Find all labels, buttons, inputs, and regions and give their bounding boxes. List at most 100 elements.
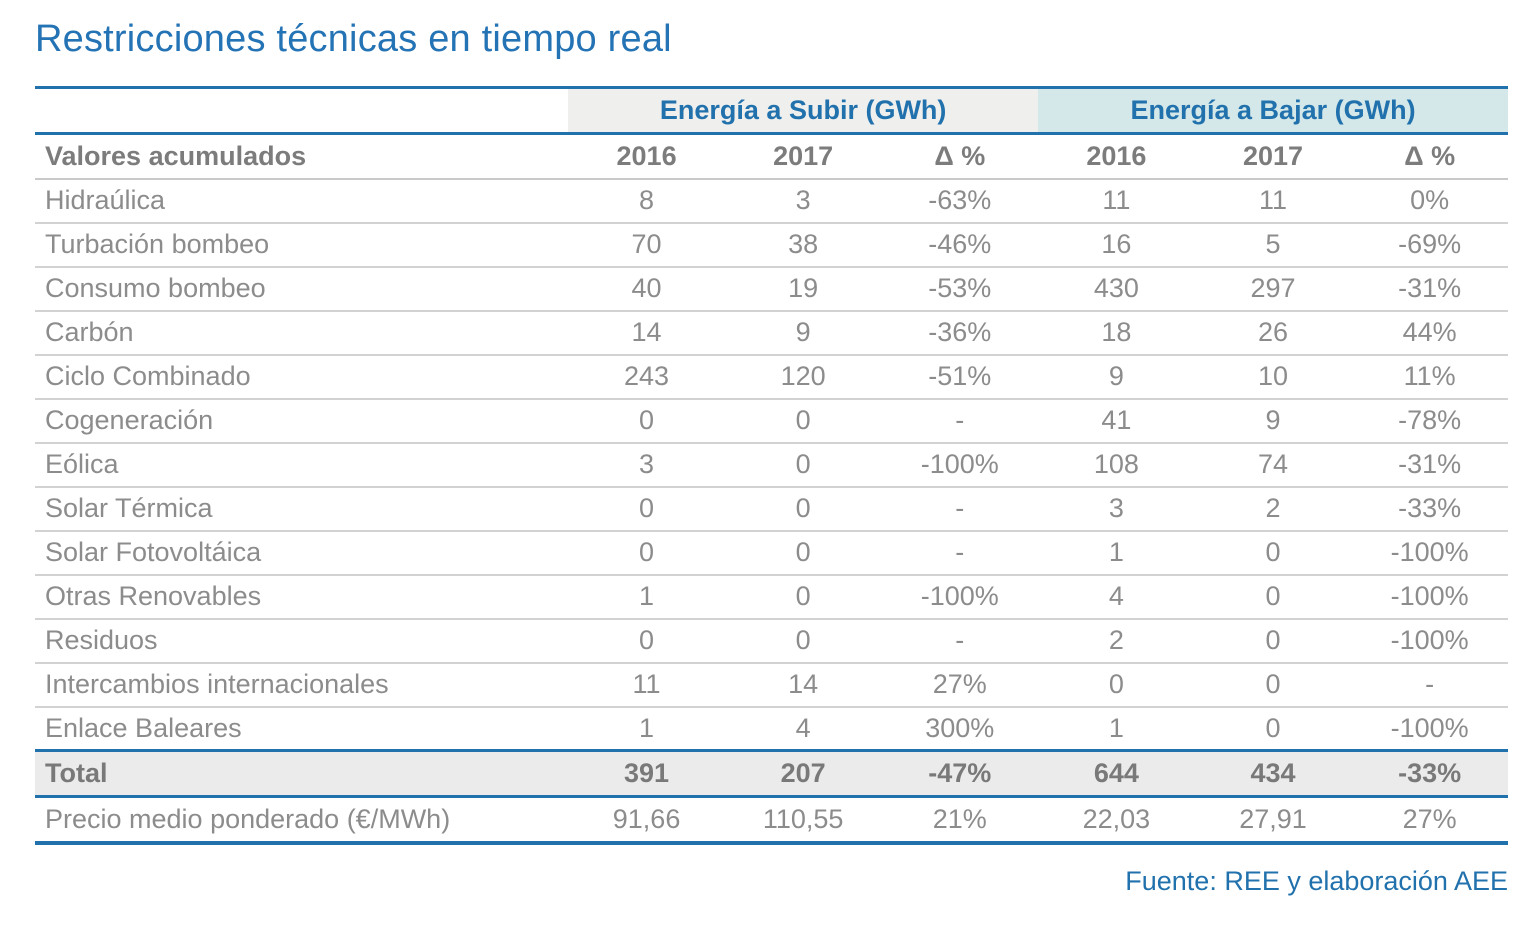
cell-value: -47% <box>881 749 1039 798</box>
table-header: Energía a Subir (GWh) Energía a Bajar (G… <box>35 87 1508 180</box>
cell-value: 0 <box>1194 574 1352 620</box>
cell-value: 3 <box>568 442 725 488</box>
column-header-subir-delta: Δ % <box>881 133 1039 180</box>
group-header-row: Energía a Subir (GWh) Energía a Bajar (G… <box>35 87 1508 135</box>
group-header-spacer <box>35 87 569 135</box>
row-label: Residuos <box>35 618 569 664</box>
table-row: Intercambios internacionales 11 14 27% 0 0- <box>35 662 1508 708</box>
cell-value: 4 <box>724 706 882 752</box>
cell-value: - <box>1351 662 1508 708</box>
cell-value: 0 <box>1194 706 1352 752</box>
cell-value: 5 <box>1194 222 1352 268</box>
cell-value: 108 <box>1038 442 1195 488</box>
cell-value: -69% <box>1351 222 1508 268</box>
cell-value: 19 <box>724 266 882 312</box>
cell-value: -36% <box>881 310 1039 356</box>
cell-value: -33% <box>1351 749 1508 798</box>
cell-value: 27% <box>881 662 1039 708</box>
cell-value: -100% <box>881 442 1039 488</box>
cell-value: 9 <box>1194 398 1352 444</box>
group-header-energia-subir: Energía a Subir (GWh) <box>568 87 1039 135</box>
row-label: Solar Fotovoltáica <box>35 530 569 576</box>
row-label: Consumo bombeo <box>35 266 569 312</box>
cell-value: 0 <box>724 530 882 576</box>
table-row: Solar Fotovoltáica 0 0-1 0 -100% <box>35 530 1508 576</box>
cell-value: -31% <box>1351 442 1508 488</box>
row-label: Turbación bombeo <box>35 222 569 268</box>
table-row: Eólica 3 0 -100% 108 74 -31% <box>35 442 1508 488</box>
cell-value: 0 <box>724 618 882 664</box>
cell-value: 8 <box>568 178 725 224</box>
cell-value: -100% <box>881 574 1039 620</box>
cell-value: 0% <box>1351 178 1508 224</box>
cell-value: 300% <box>881 706 1039 752</box>
row-label: Carbón <box>35 310 569 356</box>
cell-value: -78% <box>1351 398 1508 444</box>
cell-value: 243 <box>568 354 725 400</box>
cell-value: 74 <box>1194 442 1352 488</box>
table-row: Enlace Baleares 1 4 300% 1 0 -100% <box>35 706 1508 752</box>
cell-value: 0 <box>724 574 882 620</box>
cell-value: 22,03 <box>1038 796 1195 845</box>
cell-value: 430 <box>1038 266 1195 312</box>
cell-value: 0 <box>1038 662 1195 708</box>
cell-value: -46% <box>881 222 1039 268</box>
column-header-subir-2016: 2016 <box>568 133 725 180</box>
cell-value: -63% <box>881 178 1039 224</box>
cell-value: - <box>881 618 1039 664</box>
table-row: Precio medio ponderado (€/MWh) 91,66 110,… <box>35 796 1508 845</box>
cell-value: 0 <box>568 530 725 576</box>
cell-value: 70 <box>568 222 725 268</box>
cell-value: -100% <box>1351 530 1508 576</box>
column-header-subir-2017: 2017 <box>724 133 882 180</box>
cell-value: 0 <box>568 618 725 664</box>
cell-value: -100% <box>1351 574 1508 620</box>
cell-value: 9 <box>724 310 882 356</box>
table-row: Consumo bombeo 40 19 -53% 430 297 -31% <box>35 266 1508 312</box>
cell-value: 11 <box>1038 178 1195 224</box>
cell-value: 0 <box>1194 618 1352 664</box>
row-label: Solar Térmica <box>35 486 569 532</box>
row-label: Cogeneración <box>35 398 569 444</box>
table-row: Turbación bombeo 70 38 -46% 16 5 -69% <box>35 222 1508 268</box>
column-header-bajar-2017: 2017 <box>1194 133 1352 180</box>
corner-header: Valores acumulados <box>35 133 569 180</box>
group-header-energia-bajar: Energía a Bajar (GWh) <box>1038 87 1508 135</box>
cell-value: - <box>881 530 1039 576</box>
table-row: Solar Térmica 0 0-3 2 -33% <box>35 486 1508 532</box>
cell-value: 644 <box>1038 749 1195 798</box>
cell-value: 11 <box>1194 178 1352 224</box>
row-label: Intercambios internacionales <box>35 662 569 708</box>
cell-value: 0 <box>724 442 882 488</box>
column-header-row: Valores acumulados 2016 2017 Δ % 2016 20… <box>35 133 1508 180</box>
source-credit: Fuente: REE y elaboración AEE <box>1125 865 1508 896</box>
cell-value: 3 <box>1038 486 1195 532</box>
table-row: Hidraúlica 8 3 -63% 11 11 0% <box>35 178 1508 224</box>
cell-value: 0 <box>1194 662 1352 708</box>
cell-value: 41 <box>1038 398 1195 444</box>
cell-value: 14 <box>724 662 882 708</box>
cell-value: 4 <box>1038 574 1195 620</box>
cell-value: 18 <box>1038 310 1195 356</box>
cell-value: 434 <box>1194 749 1352 798</box>
table-row: Otras Renovables 1 0 -100% 4 0 -100% <box>35 574 1508 620</box>
row-label: Ciclo Combinado <box>35 354 569 400</box>
cell-value: 1 <box>568 574 725 620</box>
cell-value: 3 <box>724 178 882 224</box>
row-label: Hidraúlica <box>35 178 569 224</box>
row-label: Total <box>35 749 569 798</box>
cell-value: 26 <box>1194 310 1352 356</box>
cell-value: 16 <box>1038 222 1195 268</box>
cell-value: 1 <box>568 706 725 752</box>
cell-value: - <box>881 398 1039 444</box>
cell-value: 9 <box>1038 354 1195 400</box>
cell-value: 38 <box>724 222 882 268</box>
cell-value: 207 <box>724 749 882 798</box>
cell-value: 44% <box>1351 310 1508 356</box>
cell-value: 11% <box>1351 354 1508 400</box>
restricciones-table: Energía a Subir (GWh) Energía a Bajar (G… <box>35 86 1508 845</box>
cell-value: -100% <box>1351 618 1508 664</box>
table-row: Ciclo Combinado 243 120 -51% 9 10 11% <box>35 354 1508 400</box>
row-label: Eólica <box>35 442 569 488</box>
